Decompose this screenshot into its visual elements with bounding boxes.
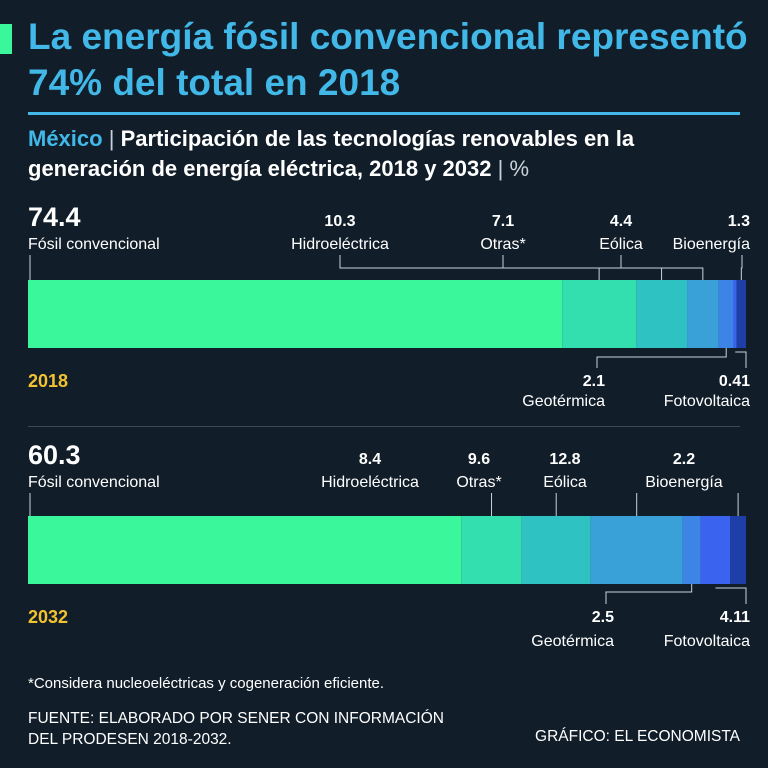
leader-line-2032-geotermica [605, 584, 693, 604]
value-label-2018-eolica: 4.4 [610, 213, 632, 230]
country-label: México [28, 126, 103, 151]
value-label-2018-bioenergia: 1.3 [728, 213, 750, 230]
bar-segment-2018-bioenergia [736, 280, 746, 348]
category-label-2018-fotovoltaica: Fotovoltaica [664, 393, 750, 410]
value-label-2032-hidroelectrica: 8.4 [359, 451, 381, 468]
bar-segment-2018-geotermica [718, 280, 734, 348]
category-label-2032-eolica: Eólica [543, 474, 587, 491]
footnote: *Considera nucleoeléctricas y cogeneraci… [28, 675, 385, 692]
leader-line-2018-bioenergia [740, 255, 743, 280]
category-label-2018-bioenergia: Bioenergía [673, 236, 750, 253]
value-label-2018-fosil-convencional: 74.4 [28, 202, 81, 232]
subtitle-separator-2: | [497, 156, 504, 181]
bar-segment-2032-fotovoltaica [700, 516, 731, 584]
bar-segment-2032-hidroelectrica [461, 516, 522, 584]
category-label-2032-hidroelectrica: Hidroeléctrica [321, 474, 419, 491]
bar-segment-2032-bioenergia [730, 516, 746, 584]
bar-segment-2018-fotovoltaica [733, 280, 737, 348]
category-label-2032-fotovoltaica: Fotovoltaica [664, 633, 750, 650]
bar-segment-2018-fosil-convencional [28, 280, 563, 348]
graphic-credit: Gráfico: El Economista [535, 728, 740, 745]
bar-segment-2032-otras [521, 516, 591, 584]
panel-divider [28, 426, 740, 427]
value-label-2032-fotovoltaica: 4.11 [720, 609, 750, 626]
bar-segment-2018-otras [636, 280, 688, 348]
leader-line-2018-fotovoltaica [735, 351, 747, 368]
headline: La energía fósil convencional representó… [28, 16, 748, 103]
category-label-2018-eolica: Eólica [599, 236, 643, 253]
year-label-2032: 2032 [28, 607, 68, 627]
leader-line-2032-fotovoltaica [715, 587, 747, 604]
bar-segment-2032-geotermica [682, 516, 701, 584]
value-label-2018-geotermica: 2.1 [583, 373, 605, 390]
category-label-2032-geotermica: Geotérmica [531, 633, 614, 650]
value-label-2032-otras: 9.6 [468, 451, 490, 468]
category-label-2018-hidroelectrica: Hidroeléctrica [291, 236, 389, 253]
value-label-2032-geotermica: 2.5 [592, 609, 614, 626]
category-label-2032-fosil-convencional: Fósil convencional [28, 474, 160, 491]
leader-line-2018-hidroelectrica [339, 255, 600, 280]
source-note: Fuente: Elaborado por SENER con informac… [28, 710, 444, 748]
year-label-2018: 2018 [28, 371, 68, 391]
title-rule [28, 112, 740, 115]
bar-segment-2032-eolica [590, 516, 683, 584]
category-label-2032-otras: Otras* [456, 474, 501, 491]
bar-segment-2032-fosil-convencional [28, 516, 462, 584]
leader-line-2018-eolica [620, 255, 704, 280]
category-label-2018-geotermica: Geotérmica [522, 393, 605, 410]
value-label-2032-eolica: 12.8 [549, 451, 580, 468]
subtitle-title: Participación de las tecnologías renovab… [28, 126, 635, 181]
category-label-2018-otras: Otras* [480, 236, 525, 253]
value-label-2018-fotovoltaica: 0.41 [719, 373, 750, 390]
leader-line-2018-geotermica [596, 348, 727, 368]
chart-subtitle: México | Participación de las tecnología… [28, 124, 748, 184]
value-label-2032-fosil-convencional: 60.3 [28, 440, 81, 470]
bar-segment-2018-hidroelectrica [562, 280, 637, 348]
unit-label: % [509, 156, 530, 181]
bar-segment-2018-eolica [687, 280, 719, 348]
category-label-2018-fosil-convencional: Fósil convencional [28, 236, 160, 253]
value-label-2018-hidroelectrica: 10.3 [324, 213, 355, 230]
value-label-2018-otras: 7.1 [492, 213, 514, 230]
accent-bar [0, 24, 12, 54]
subtitle-separator: | [108, 126, 115, 151]
category-label-2032-bioenergia: Bioenergía [645, 474, 722, 491]
leader-line-2018-otras [502, 255, 663, 280]
value-label-2032-bioenergia: 2.2 [673, 451, 695, 468]
